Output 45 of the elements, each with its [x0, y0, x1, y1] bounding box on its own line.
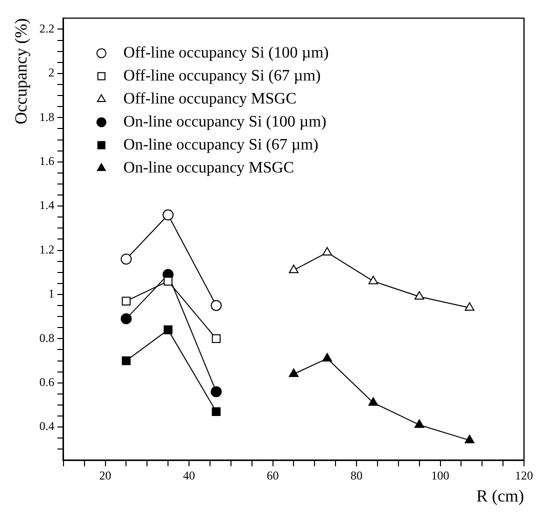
y-tick-label: 1.4 [39, 198, 54, 212]
x-tick-label: 20 [99, 468, 112, 483]
point [122, 296, 131, 306]
x-axis-title: R (cm) [476, 486, 524, 506]
x-tick-label: 60 [266, 468, 279, 483]
point [414, 419, 424, 428]
point [288, 264, 299, 274]
point [162, 209, 174, 220]
point [210, 386, 222, 398]
point [212, 407, 221, 416]
x-tick-label: 100 [431, 468, 450, 483]
point [368, 397, 378, 406]
y-tick-label: 2.2 [39, 21, 54, 36]
y-axis-title: Occupancy (%) [12, 18, 31, 124]
point [322, 353, 332, 362]
y-tick-label: 1.8 [39, 110, 54, 124]
point [164, 325, 172, 334]
point [414, 291, 424, 300]
y-tick-label: 1 [48, 286, 54, 301]
x-tick-label: 80 [350, 468, 363, 483]
point [122, 356, 131, 366]
y-tick-label: 2 [48, 66, 54, 80]
point [164, 276, 172, 286]
point [288, 368, 299, 378]
point [120, 254, 132, 265]
point [210, 300, 222, 311]
point [464, 434, 474, 444]
y-tick-label: 0.6 [39, 375, 54, 390]
y-tick-label: 0.4 [39, 419, 54, 434]
x-tick-label: 120 [515, 468, 533, 483]
y-tick-label: 0.8 [39, 330, 54, 345]
x-tick-label: 40 [183, 468, 196, 483]
legend-label: On-line occupancy Si (100 µm) [123, 113, 326, 130]
legend-label: Off-line occupancy MSGC [123, 90, 296, 108]
y-tick-label: 1.6 [39, 154, 54, 168]
point [212, 334, 221, 344]
legend-label: On-line occupancy MSGC [123, 159, 294, 176]
legend-label: On-line occupancy Si (67 µm) [123, 136, 318, 154]
legend-label: Off-line occupancy Si (100 µm) [123, 44, 329, 62]
legend-label: Off-line occupancy Si (67 µm) [123, 67, 321, 84]
y-tick-label: 1.2 [39, 242, 54, 256]
point [120, 313, 132, 324]
point [322, 246, 332, 256]
point [464, 302, 474, 311]
point [368, 276, 378, 284]
